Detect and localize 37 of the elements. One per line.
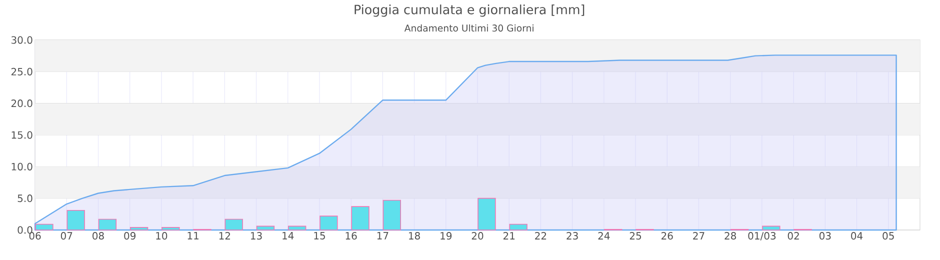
x-tick-label: 16 [346, 232, 357, 240]
x-tick-label: 06 [29, 232, 41, 240]
x-tick-label: 11 [188, 232, 198, 240]
x-tick-label: 17 [377, 232, 388, 240]
x-tick-label: 19 [440, 232, 452, 240]
x-tick-label: 01/03 [748, 232, 776, 240]
x-tick-label: 04 [851, 232, 863, 240]
x-tick-label: 03 [819, 232, 831, 240]
chart-subtitle: Andamento Ultimi 30 Giorni [404, 24, 534, 32]
x-tick-label: 07 [60, 232, 72, 240]
x-tick-label: 18 [409, 232, 420, 240]
y-tick-label: 25.0 [11, 68, 32, 76]
x-tick-label: 28 [724, 232, 736, 240]
x-tick-label: 15 [314, 232, 325, 240]
x-tick-label: 23 [566, 232, 578, 240]
x-tick-label: 26 [662, 232, 673, 240]
y-tick-label: 10.0 [12, 162, 32, 170]
x-tick-label: 14 [282, 232, 294, 240]
y-tick-label: 20.0 [11, 100, 32, 108]
x-tick-label: 21 [503, 232, 515, 240]
y-tick-label: 15.0 [12, 131, 32, 139]
x-tick-label: 08 [92, 232, 104, 240]
x-tick-label: 05 [882, 232, 894, 240]
x-tick-label: 25 [630, 232, 642, 240]
x-tick-label: 10 [156, 232, 168, 240]
y-tick-label: 0.0 [18, 226, 32, 234]
x-tick-label: 02 [788, 232, 799, 240]
x-tick-label: 12 [219, 232, 230, 240]
x-tick-label: 27 [693, 232, 704, 240]
x-tick-label: 24 [598, 232, 610, 240]
y-tick-label: 30.0 [11, 36, 32, 44]
x-tick-label: 13 [251, 232, 262, 240]
x-tick-label: 20 [472, 232, 484, 240]
y-tick-label: 5.0 [18, 194, 32, 202]
chart-title: Pioggia cumulata e giornaliera [mm] [354, 4, 584, 17]
x-tick-label: 09 [124, 232, 136, 240]
x-tick-label: 22 [535, 232, 546, 240]
